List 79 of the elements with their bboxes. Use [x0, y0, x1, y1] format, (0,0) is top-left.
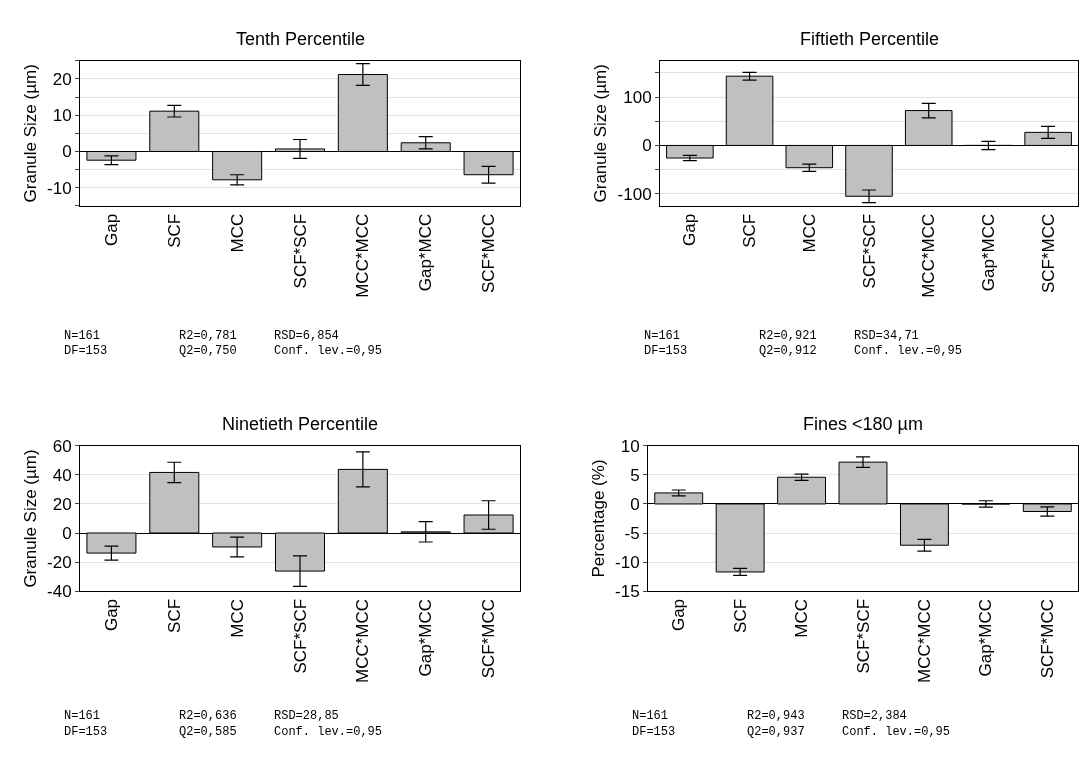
x-tick-label: SCF*MCC	[1038, 213, 1058, 294]
text: Q2=0,750	[179, 344, 237, 358]
text: RSD=6,854	[274, 329, 339, 343]
y-axis-title: Granule Size (µm)	[20, 64, 40, 203]
x-tick-label: Gap	[680, 213, 700, 246]
text: Conf. lev.=0,95	[842, 725, 951, 739]
x-tick-label: Gap*MCC	[976, 598, 996, 677]
text: R2=0,781	[179, 329, 237, 343]
y-axis-title: Granule Size (µm)	[20, 449, 40, 588]
text: N=161	[644, 329, 681, 343]
y-tick-label: -10	[615, 553, 640, 573]
y-tick-label: 20	[52, 494, 72, 514]
x-tick-label: SCF*MCC	[479, 598, 499, 679]
text: Q2=0,585	[179, 725, 237, 739]
y-tick-label: 0	[62, 142, 72, 162]
y-tick-label: 100	[623, 87, 652, 107]
y-tick-label: 10	[52, 106, 72, 126]
y-tick-label: 60	[52, 436, 72, 456]
x-tick-label: Gap	[669, 598, 689, 632]
text: DF=153	[64, 344, 108, 358]
text: N=161	[64, 329, 101, 343]
y-tick-label: 0	[62, 523, 72, 543]
x-tick-label: SCF*SCF	[859, 213, 879, 289]
y-tick-label: -20	[47, 553, 72, 573]
x-tick-label: SCF	[740, 213, 760, 248]
chart-title: Fines <180 µm	[803, 414, 923, 434]
x-tick-label: MCC	[227, 598, 247, 638]
x-tick-label: Gap	[101, 213, 121, 246]
x-tick-label: Gap*MCC	[416, 213, 436, 292]
x-tick-label: MCC	[227, 213, 247, 253]
y-tick-label: -10	[47, 178, 72, 198]
y-tick-label: 10	[620, 436, 640, 456]
chart-title: Ninetieth Percentile	[222, 414, 379, 434]
x-tick-label: MCC*MCC	[353, 598, 373, 683]
text: R2=0,921	[759, 329, 817, 343]
text: Q2=0,912	[759, 344, 817, 358]
text: R2=0,636	[179, 709, 237, 723]
text: RSD=2,384	[842, 709, 907, 723]
y-tick-label: 0	[630, 494, 640, 514]
chart-title: Fiftieth Percentile	[800, 29, 940, 49]
text: RSD=28,85	[274, 709, 339, 723]
x-tick-label: SCF*MCC	[479, 213, 499, 294]
text: DF=153	[644, 344, 688, 358]
text: R2=0,943	[747, 709, 805, 723]
x-tick-label: SCF	[730, 598, 750, 633]
y-tick-label: -5	[624, 523, 640, 543]
text: Q2=0,937	[747, 725, 805, 739]
y-tick-label: -40	[47, 582, 72, 602]
y-tick-label: 0	[642, 136, 652, 156]
text: Conf. lev.=0,95	[274, 344, 383, 358]
x-tick-label: MCC*MCC	[353, 213, 373, 298]
y-axis-title: Percentage (%)	[588, 459, 608, 578]
text: RSD=34,71	[854, 329, 919, 343]
x-tick-label: MCC*MCC	[919, 213, 939, 298]
x-tick-label: Gap*MCC	[416, 598, 436, 677]
text: DF=153	[632, 725, 676, 739]
x-tick-label: Gap*MCC	[978, 213, 998, 292]
x-tick-label: SCF*MCC	[1037, 598, 1057, 679]
text: N=161	[64, 709, 101, 723]
x-tick-label: SCF	[164, 598, 184, 633]
text: Conf. lev.=0,95	[274, 725, 383, 739]
text: Conf. lev.=0,95	[854, 344, 963, 358]
y-tick-label: 40	[52, 465, 72, 485]
x-tick-label: SCF*SCF	[290, 213, 310, 289]
x-tick-label: Gap	[101, 598, 121, 632]
x-tick-label: SCF*SCF	[853, 598, 873, 674]
x-tick-label: MCC	[792, 598, 812, 638]
y-tick-label: -15	[615, 582, 640, 602]
y-axis-title: Granule Size (µm)	[591, 64, 611, 203]
y-tick-label: 20	[52, 69, 72, 89]
chart-title: Tenth Percentile	[236, 29, 366, 49]
text: N=161	[632, 709, 669, 723]
x-tick-label: SCF	[164, 213, 184, 248]
y-tick-label: 5	[630, 465, 640, 485]
text: DF=153	[64, 725, 108, 739]
y-tick-label: -100	[617, 184, 652, 204]
x-tick-label: MCC	[799, 213, 819, 253]
x-tick-label: SCF*SCF	[290, 598, 310, 674]
x-tick-label: MCC*MCC	[914, 598, 934, 683]
